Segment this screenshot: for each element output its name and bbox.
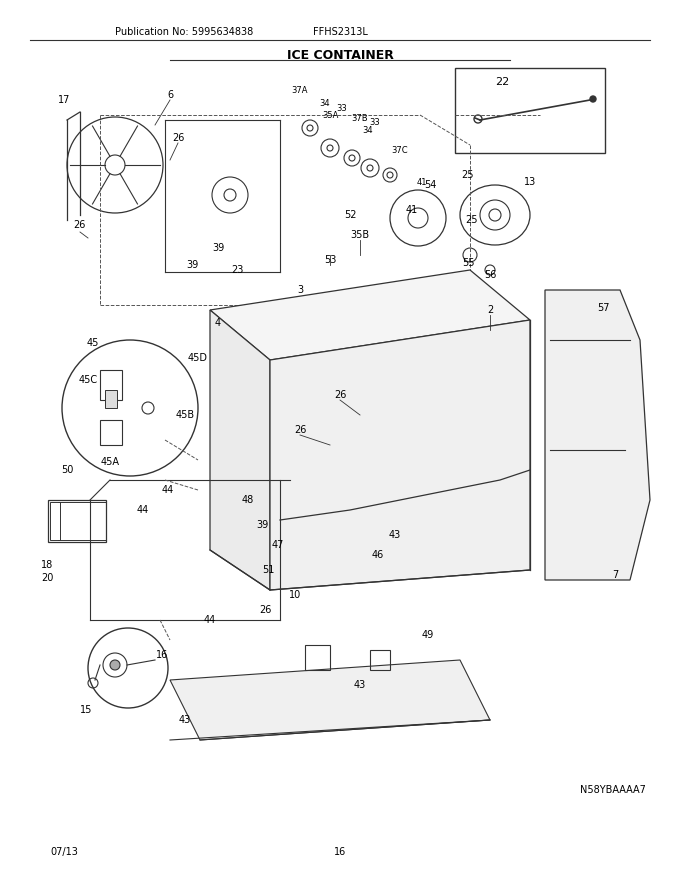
Text: 37C: 37C <box>392 145 408 155</box>
Text: 46: 46 <box>372 550 384 560</box>
Polygon shape <box>170 660 490 740</box>
Text: 39: 39 <box>256 520 268 530</box>
Bar <box>305 645 330 670</box>
Text: 33: 33 <box>370 118 380 127</box>
Text: 22: 22 <box>495 77 509 87</box>
Bar <box>455 68 605 153</box>
Text: 43: 43 <box>389 530 401 540</box>
Text: 26: 26 <box>172 133 184 143</box>
Text: 2: 2 <box>487 305 493 315</box>
Text: 13: 13 <box>524 177 536 187</box>
Text: 07/13: 07/13 <box>50 847 78 857</box>
Text: 41: 41 <box>406 205 418 215</box>
Text: ICE CONTAINER: ICE CONTAINER <box>286 48 394 62</box>
Text: 45A: 45A <box>101 457 120 467</box>
Text: 39: 39 <box>186 260 198 270</box>
Text: 43: 43 <box>354 680 366 690</box>
Bar <box>105 390 117 408</box>
Bar <box>48 500 106 542</box>
Text: 26: 26 <box>334 390 346 400</box>
Text: 56: 56 <box>483 270 496 280</box>
Circle shape <box>590 96 596 102</box>
Text: 3: 3 <box>297 285 303 295</box>
Text: 7: 7 <box>612 570 618 580</box>
Polygon shape <box>210 310 270 590</box>
Bar <box>100 370 122 400</box>
Text: 41: 41 <box>417 178 427 187</box>
Text: 47: 47 <box>272 540 284 550</box>
Text: 33: 33 <box>337 104 347 113</box>
Text: N58YBAAAA7: N58YBAAAA7 <box>580 785 646 795</box>
Text: 26: 26 <box>73 220 85 230</box>
Text: 15: 15 <box>80 705 92 715</box>
Bar <box>100 420 122 445</box>
Text: 35B: 35B <box>350 230 369 240</box>
Polygon shape <box>545 290 650 580</box>
Text: 51: 51 <box>262 565 274 575</box>
Text: 52: 52 <box>344 210 356 220</box>
Text: 45C: 45C <box>78 375 97 385</box>
Text: 25: 25 <box>462 170 474 180</box>
Text: 54: 54 <box>424 180 436 190</box>
Text: 37A: 37A <box>292 85 308 94</box>
Polygon shape <box>210 270 530 360</box>
Text: 35A: 35A <box>322 111 338 120</box>
Text: 26: 26 <box>294 425 306 435</box>
Text: 48: 48 <box>242 495 254 505</box>
Text: 6: 6 <box>167 90 173 100</box>
Text: 50: 50 <box>61 465 73 475</box>
Text: 44: 44 <box>204 615 216 625</box>
Text: 10: 10 <box>289 590 301 600</box>
Text: 34: 34 <box>362 126 373 135</box>
Text: 55: 55 <box>462 258 474 268</box>
Text: 16: 16 <box>156 650 168 660</box>
Text: 4: 4 <box>215 318 221 328</box>
Text: 34: 34 <box>320 99 330 107</box>
Text: 26: 26 <box>259 605 271 615</box>
Text: 20: 20 <box>41 573 53 583</box>
Text: 18: 18 <box>41 560 53 570</box>
Text: 57: 57 <box>597 303 609 313</box>
Text: 16: 16 <box>334 847 346 857</box>
Text: 45D: 45D <box>188 353 208 363</box>
Text: Publication No: 5995634838: Publication No: 5995634838 <box>115 27 253 37</box>
Text: 45B: 45B <box>175 410 194 420</box>
Text: 37B: 37B <box>352 114 369 122</box>
Text: 43: 43 <box>179 715 191 725</box>
Bar <box>370 650 390 670</box>
Circle shape <box>110 660 120 670</box>
Text: 23: 23 <box>231 265 243 275</box>
Text: 53: 53 <box>324 255 336 265</box>
Text: 17: 17 <box>58 95 70 105</box>
Text: 39: 39 <box>212 243 224 253</box>
Text: 44: 44 <box>162 485 174 495</box>
Polygon shape <box>270 320 530 590</box>
Text: 49: 49 <box>422 630 434 640</box>
Bar <box>50 502 60 540</box>
Text: 44: 44 <box>137 505 149 515</box>
Text: 45: 45 <box>87 338 99 348</box>
Text: FFHS2313L: FFHS2313L <box>313 27 367 37</box>
Text: 25: 25 <box>464 215 477 225</box>
